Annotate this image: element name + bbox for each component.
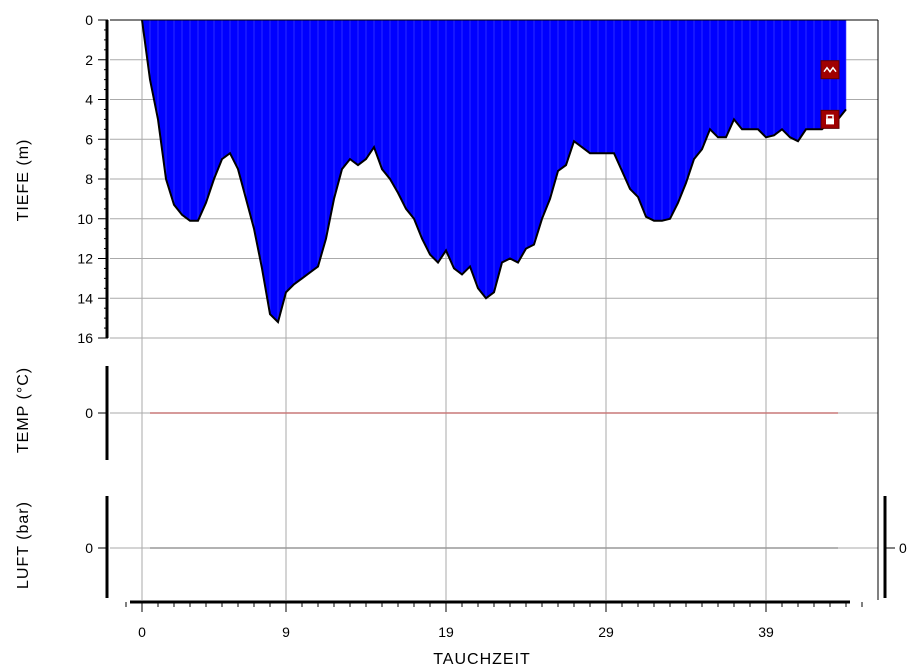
markers	[820, 60, 840, 129]
depth-tick-label: 8	[85, 171, 93, 187]
y-axis-title-air: LUFT (bar)	[15, 501, 32, 589]
marker-glyph	[823, 66, 837, 73]
depth-area	[141, 19, 847, 325]
depth-tick-label: 10	[77, 211, 93, 227]
x-tick-label: 19	[438, 624, 454, 640]
x-tick-label: 29	[598, 624, 614, 640]
depth-tick-label: 16	[77, 330, 93, 346]
temp-tick-label: 0	[85, 405, 93, 421]
y-axis-title-temp: TEMP (°C)	[15, 367, 32, 453]
depth-profile-line	[141, 19, 847, 325]
depth-tick-label: 4	[85, 92, 93, 108]
trend-lines	[150, 412, 838, 549]
deco-lock-icon	[820, 109, 840, 129]
x-tick-label: 39	[758, 624, 774, 640]
air-right-tick-label: 0	[899, 540, 907, 556]
x-tick-label: 0	[138, 624, 146, 640]
ascent-warning-icon	[820, 60, 840, 80]
y-axis-title-depth: TIEFE (m)	[15, 139, 32, 222]
depth-tick-label: 6	[85, 131, 93, 147]
marker-glyph	[826, 118, 834, 125]
marker-background	[820, 60, 840, 80]
x-tick-label: 9	[282, 624, 290, 640]
marker-shackle	[826, 114, 834, 119]
air-tick-label: 0	[85, 540, 93, 556]
depth-tick-label: 0	[85, 12, 93, 28]
depth-tick-label: 2	[85, 52, 93, 68]
depth-tick-label: 12	[77, 251, 93, 267]
x-axis-title: TAUCHZEIT	[433, 651, 531, 668]
axes: 0 2 4 6 8 10 12 14 16 0 0 0 0 9 19 29 39	[77, 12, 907, 640]
depth-tick-label: 14	[77, 290, 93, 306]
